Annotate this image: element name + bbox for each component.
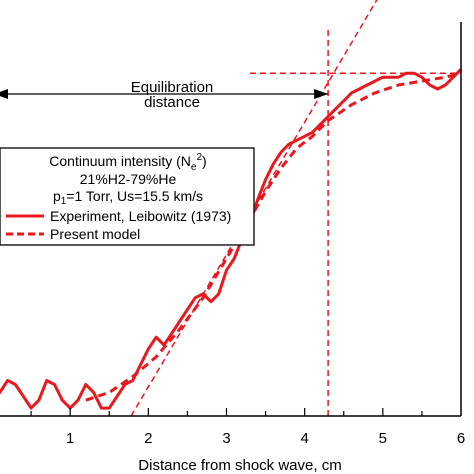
arrow-head-left bbox=[0, 89, 8, 99]
x-tick-label: 3 bbox=[222, 430, 230, 447]
x-tick-label: 6 bbox=[457, 430, 465, 447]
legend: Continuum intensity (Ne2) 21%H2-79%He p1… bbox=[0, 147, 255, 246]
x-tick-label: 5 bbox=[379, 430, 387, 447]
legend-label-model: Present model bbox=[50, 226, 140, 242]
axes: 1 2 3 4 5 6 bbox=[0, 22, 465, 447]
legend-box bbox=[0, 147, 255, 246]
legend-label-experiment: Experiment, Leibowitz (1973) bbox=[50, 208, 231, 224]
x-tick-label: 2 bbox=[144, 430, 152, 447]
equilibration-annotation: Equilibration distance bbox=[0, 79, 329, 111]
legend-title: Continuum intensity (Ne2) bbox=[49, 152, 206, 173]
x-tick-label: 4 bbox=[300, 430, 308, 447]
legend-conditions: p1=1 Torr, Us=15.5 km/s bbox=[53, 188, 203, 207]
legend-mixture: 21%H2-79%He bbox=[80, 171, 177, 187]
series-model-line bbox=[85, 71, 462, 402]
arrow-head-right bbox=[314, 89, 329, 99]
x-axis-title: Distance from shock wave, cm bbox=[138, 457, 341, 474]
annotation-line-1: Equilibration bbox=[131, 79, 214, 96]
annotation-arrow bbox=[0, 89, 329, 99]
annotation-line-2: distance bbox=[144, 94, 200, 111]
x-tick-label: 1 bbox=[66, 430, 74, 447]
